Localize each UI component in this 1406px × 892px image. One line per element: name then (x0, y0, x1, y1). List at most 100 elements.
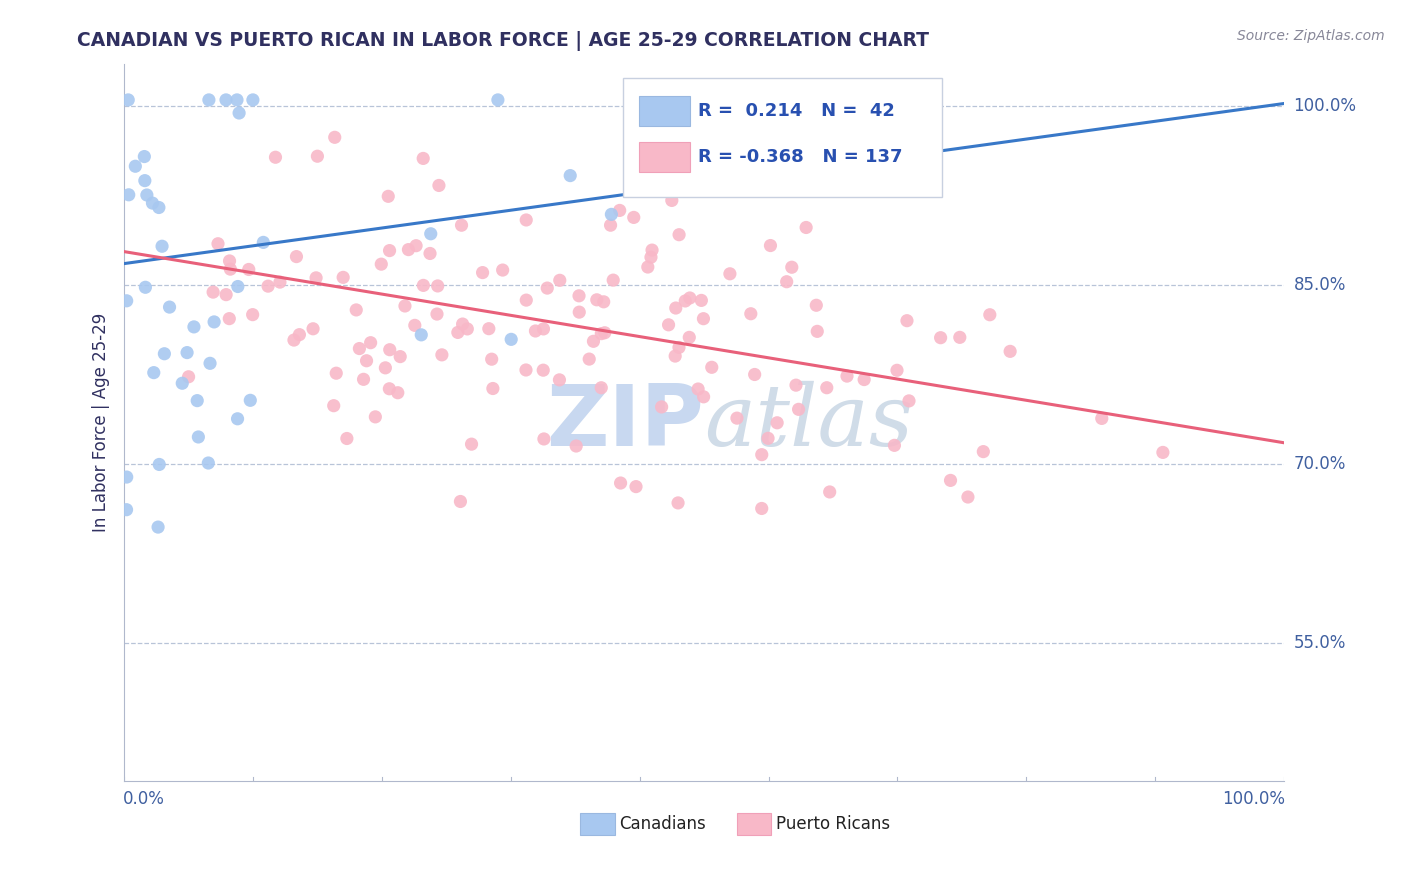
Point (585, 293, 607, 307)
Point (548, 273, 571, 287)
Point (450, 218, 472, 232)
Point (141, 196, 163, 211)
Point (285, 250, 308, 264)
Point (591, 381, 613, 395)
Point (835, 369, 858, 384)
Point (430, 348, 453, 362)
Point (471, 266, 494, 280)
Point (780, 260, 803, 275)
Point (242, 308, 264, 322)
Point (637, 260, 659, 274)
Point (678, 330, 700, 344)
Point (187, 430, 209, 444)
Point (146, 520, 169, 534)
Point (198, 93, 221, 107)
Point (207, 236, 229, 251)
Point (700, 360, 723, 375)
Point (939, 474, 962, 488)
Point (929, 331, 952, 345)
Point (412, 278, 434, 293)
Point (515, 213, 537, 227)
Point (419, 227, 441, 241)
Point (883, 438, 905, 452)
Point (568, 289, 591, 303)
Point (302, 322, 325, 336)
Point (815, 381, 838, 395)
Text: Source: ZipAtlas.com: Source: ZipAtlas.com (1237, 29, 1385, 43)
Point (998, 344, 1021, 359)
Point (219, 262, 242, 277)
Point (478, 321, 501, 335)
Point (353, 372, 375, 386)
Text: 100.0%: 100.0% (1294, 97, 1357, 115)
Point (460, 437, 482, 451)
Point (515, 363, 537, 377)
Point (451, 317, 474, 331)
Y-axis label: In Labor Force | Age 25-29: In Labor Force | Age 25-29 (93, 313, 110, 533)
Point (449, 494, 471, 508)
Point (756, 431, 779, 445)
Point (117, 93, 139, 107)
Point (153, 347, 176, 361)
Point (533, 322, 555, 336)
Point (378, 244, 401, 258)
Point (593, 326, 616, 340)
Point (690, 293, 713, 308)
Point (898, 393, 921, 408)
Point (142, 366, 165, 380)
Point (591, 326, 613, 341)
Point (560, 169, 582, 183)
Point (269, 275, 291, 289)
Point (218, 311, 240, 326)
Text: 100.0%: 100.0% (1222, 790, 1285, 808)
Point (226, 411, 249, 425)
Point (853, 373, 876, 387)
Point (389, 350, 412, 364)
Point (482, 382, 505, 396)
Point (531, 363, 554, 377)
Point (692, 311, 714, 326)
Point (609, 476, 631, 491)
Point (751, 448, 773, 462)
Point (378, 343, 401, 357)
Point (896, 314, 918, 328)
Text: R = -0.368   N = 137: R = -0.368 N = 137 (699, 148, 903, 166)
Point (658, 318, 681, 332)
Point (325, 366, 347, 380)
Point (215, 287, 238, 301)
Point (202, 285, 225, 299)
Point (492, 263, 515, 277)
Point (664, 349, 686, 363)
FancyBboxPatch shape (640, 142, 690, 172)
Point (202, 315, 225, 329)
Point (609, 203, 631, 218)
Point (718, 267, 741, 281)
Point (1091, 411, 1114, 425)
Point (323, 130, 346, 145)
Point (288, 327, 311, 342)
Point (349, 342, 371, 356)
Point (257, 279, 280, 293)
Point (426, 307, 449, 321)
Point (124, 159, 146, 173)
Point (336, 432, 359, 446)
Point (404, 318, 426, 333)
Point (238, 262, 260, 277)
FancyBboxPatch shape (623, 78, 942, 196)
Point (198, 356, 221, 370)
Point (172, 376, 194, 391)
Point (886, 363, 908, 377)
Point (378, 382, 401, 396)
Point (578, 352, 600, 367)
Point (666, 496, 689, 510)
Point (115, 470, 138, 484)
Point (283, 333, 305, 347)
Point (524, 324, 547, 338)
Point (486, 93, 509, 107)
Point (582, 334, 605, 349)
Point (405, 238, 427, 252)
Point (641, 243, 664, 257)
Point (118, 187, 141, 202)
Point (640, 250, 662, 264)
FancyBboxPatch shape (581, 814, 614, 835)
